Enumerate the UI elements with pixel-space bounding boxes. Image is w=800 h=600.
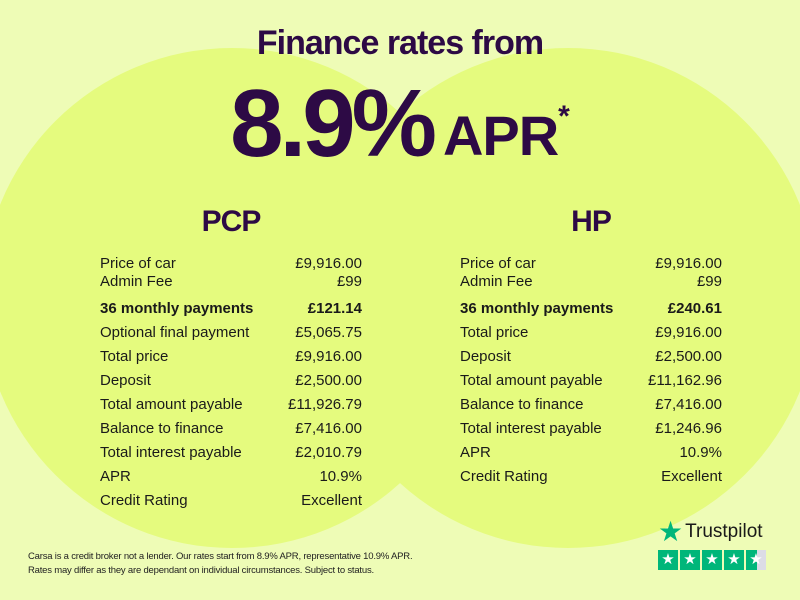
row-value: £9,916.00 (295, 348, 362, 365)
row-label: 36 monthly payments (100, 300, 254, 317)
table-row: APR 10.9% (460, 441, 722, 465)
trustpilot-badge[interactable]: ★ Trustpilot ★ ★ ★ ★ ★ (658, 518, 766, 570)
row-value: £9,916.00 (295, 255, 362, 272)
row-value: £2,010.79 (295, 444, 362, 461)
row-value: £2,500.00 (295, 372, 362, 389)
row-value: £121.14 (307, 300, 362, 317)
pcp-plan: PCP Price of car £9,916.00 Admin Fee £99 36 … (100, 205, 362, 513)
table-row: Total price £9,916.00 (100, 345, 362, 369)
table-row: Total interest payable £1,246.96 (460, 417, 722, 441)
row-value: £1,246.96 (655, 420, 722, 437)
table-row: Total price £9,916.00 (460, 321, 722, 345)
table-row: APR 10.9% (100, 465, 362, 489)
row-value: £5,065.75 (295, 324, 362, 341)
row-label: Total price (460, 324, 529, 341)
disclaimer-line: Carsa is a credit broker not a lender. O… (28, 551, 413, 562)
star-icon: ★ (702, 550, 722, 570)
row-label: Price of car (460, 255, 536, 272)
row-value: £7,416.00 (655, 396, 722, 413)
trustpilot-name: Trustpilot (685, 521, 763, 542)
row-value: £11,162.96 (648, 372, 722, 389)
plan-title: PCP (201, 205, 262, 238)
table-row: 36 monthly payments £121.14 (100, 297, 362, 321)
star-icon: ★ (658, 516, 684, 547)
rate-value: 8.9% (230, 70, 437, 177)
row-value: £240.61 (667, 300, 722, 317)
table-row: Optional final payment £5,065.75 (100, 321, 362, 345)
row-value: £7,416.00 (295, 420, 362, 437)
star-icon: ★ (724, 550, 744, 570)
row-label: Admin Fee (460, 273, 533, 290)
table-row: Admin Fee £99 (460, 273, 722, 291)
star-icon: ★ (658, 550, 678, 570)
table-row: Deposit £2,500.00 (460, 345, 722, 369)
row-value: 10.9% (679, 444, 722, 461)
row-label: Total amount payable (100, 396, 243, 413)
row-label: Deposit (460, 348, 511, 365)
row-value: £11,926.79 (288, 396, 362, 413)
table-row: Total amount payable £11,926.79 (100, 393, 362, 417)
row-label: Credit Rating (100, 492, 188, 509)
row-value: Excellent (661, 468, 722, 485)
plan-title: HP (571, 205, 612, 238)
row-value: £99 (696, 273, 722, 290)
row-label: Admin Fee (100, 273, 173, 290)
row-value: 10.9% (319, 468, 362, 485)
apr-label: APR (442, 104, 559, 167)
row-label: APR (460, 444, 491, 461)
background-circle-right (318, 48, 800, 548)
row-label: Price of car (100, 255, 176, 272)
headline-intro: Finance rates from (256, 24, 544, 62)
row-label: Total interest payable (460, 420, 602, 437)
asterisk: * (558, 100, 570, 133)
row-label: Deposit (100, 372, 151, 389)
row-label: Balance to finance (460, 396, 584, 413)
row-value: Excellent (301, 492, 362, 509)
row-label: Optional final payment (100, 324, 250, 341)
table-row: Total interest payable £2,010.79 (100, 441, 362, 465)
row-value: £99 (336, 273, 362, 290)
row-label: 36 monthly payments (460, 300, 614, 317)
table-row: Price of car £9,916.00 (460, 255, 722, 273)
table-row: Price of car £9,916.00 (100, 255, 362, 273)
row-label: Credit Rating (460, 468, 548, 485)
row-label: Total amount payable (460, 372, 603, 389)
row-label: APR (100, 468, 131, 485)
row-value: £9,916.00 (655, 324, 722, 341)
table-row: Balance to finance £7,416.00 (460, 393, 722, 417)
row-label: Total interest payable (100, 444, 242, 461)
row-value: £9,916.00 (655, 255, 722, 272)
half-star-icon: ★ (746, 550, 766, 570)
table-row: Credit Rating Excellent (460, 465, 722, 489)
headline-rate: 8.9% APR * (0, 72, 800, 172)
table-row: Total amount payable £11,162.96 (460, 369, 722, 393)
row-value: £2,500.00 (655, 348, 722, 365)
table-row: 36 monthly payments £240.61 (460, 297, 722, 321)
star-icon: ★ (680, 550, 700, 570)
table-row: Admin Fee £99 (100, 273, 362, 291)
table-row: Credit Rating Excellent (100, 489, 362, 513)
table-row: Deposit £2,500.00 (100, 369, 362, 393)
disclaimer-line: Rates may differ as they are dependant o… (28, 565, 374, 576)
row-label: Balance to finance (100, 420, 224, 437)
table-row: Balance to finance £7,416.00 (100, 417, 362, 441)
disclaimer: Carsa is a credit broker not a lender. O… (28, 550, 413, 578)
trustpilot-rating: ★ ★ ★ ★ ★ (658, 550, 766, 570)
hp-plan: HP Price of car £9,916.00 Admin Fee £99 36 m… (460, 205, 722, 489)
row-label: Total price (100, 348, 169, 365)
